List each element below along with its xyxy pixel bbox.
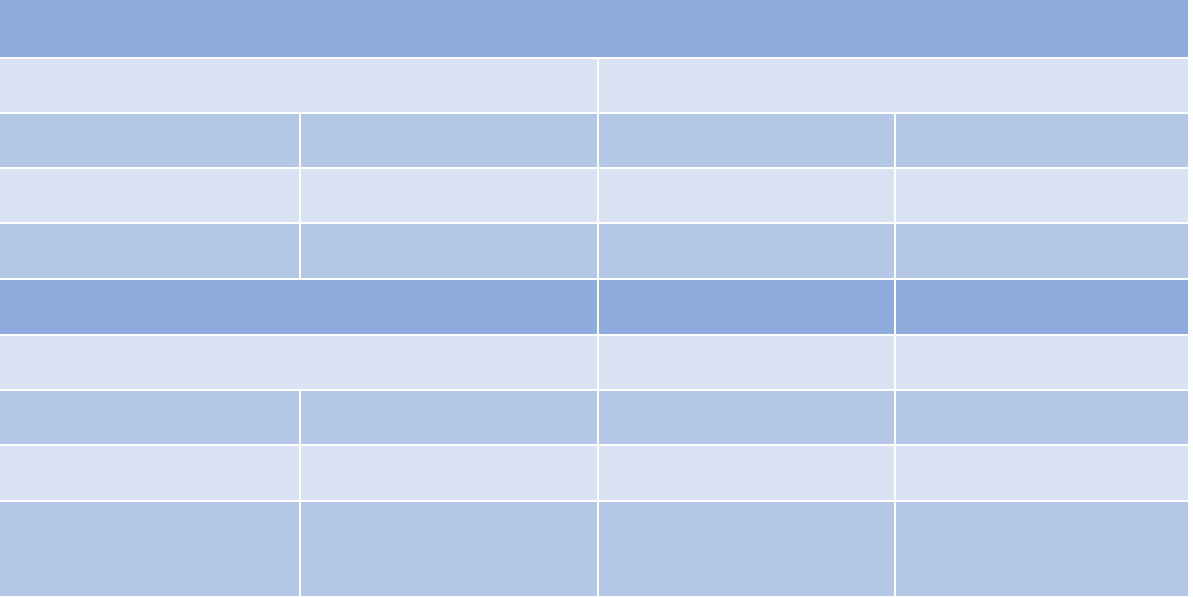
row-9-cell — [597, 500, 894, 596]
row-3-cell — [0, 167, 299, 222]
row-7-cell — [894, 389, 1188, 444]
row-4-cell — [894, 222, 1188, 278]
row-9-cell — [0, 500, 299, 596]
row-2-cell — [0, 112, 299, 167]
row-3-cell — [299, 167, 597, 222]
row-8-cell — [894, 444, 1188, 500]
row-1-cell — [0, 57, 597, 112]
row-8-cell — [299, 444, 597, 500]
row-4-cell — [0, 222, 299, 278]
row-8-cell — [0, 444, 299, 500]
row-2-cell — [894, 112, 1188, 167]
row-6-cell — [0, 334, 299, 389]
row-7-cell — [597, 389, 894, 444]
row-9-cell — [299, 500, 597, 596]
title-row-cell — [0, 0, 1188, 57]
row-4-cell — [299, 222, 597, 278]
row-8-cell — [597, 444, 894, 500]
row-5-cell — [0, 278, 299, 334]
row-3-cell — [597, 167, 894, 222]
row-7-cell — [0, 389, 299, 444]
row-2-cell — [299, 112, 597, 167]
row-6-cell — [299, 334, 597, 389]
row-6-cell — [597, 334, 894, 389]
row-7-cell — [299, 389, 597, 444]
row-4-cell — [597, 222, 894, 278]
row-1-cell — [597, 57, 1188, 112]
row-3-cell — [894, 167, 1188, 222]
row-6-cell — [894, 334, 1188, 389]
row-9-cell — [894, 500, 1188, 596]
row-5-cell — [894, 278, 1188, 334]
row-2-cell — [597, 112, 894, 167]
row-5-cell — [597, 278, 894, 334]
row-5-cell — [299, 278, 597, 334]
